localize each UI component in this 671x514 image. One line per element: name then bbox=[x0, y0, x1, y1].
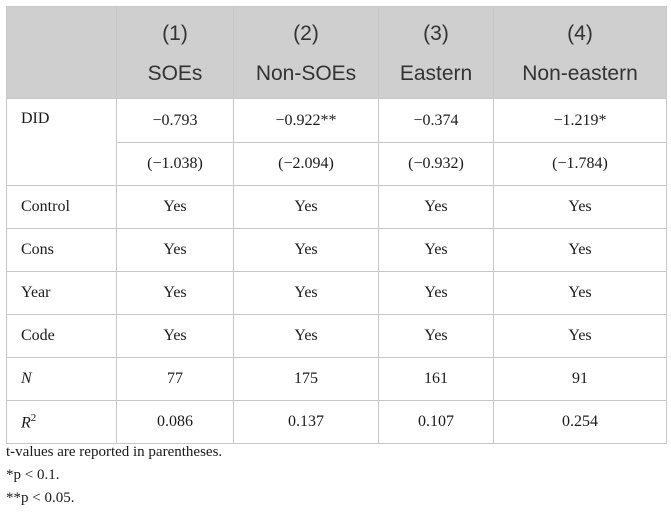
table-row-n: N 77 175 161 91 bbox=[6, 357, 667, 401]
col-num-2: (2) bbox=[233, 6, 379, 54]
year-3: Yes bbox=[378, 271, 494, 315]
year-1: Yes bbox=[116, 271, 234, 315]
regression-table: (1) (2) (3) (4) SOEs Non-SOEs Eastern No… bbox=[6, 6, 667, 444]
year-2: Yes bbox=[233, 271, 379, 315]
row-label-year: Year bbox=[6, 271, 117, 315]
table-row-year: Year Yes Yes Yes Yes bbox=[6, 271, 667, 315]
cons-1: Yes bbox=[116, 228, 234, 272]
table-notes: t-values are reported in parentheses. *p… bbox=[6, 441, 222, 510]
control-1: Yes bbox=[116, 185, 234, 229]
r2-label-r: R bbox=[21, 414, 31, 432]
header-row-numbers: (1) (2) (3) (4) bbox=[6, 6, 667, 99]
col-num-1: (1) bbox=[116, 6, 234, 54]
header-row-labels: SOEs Non-SOEs Eastern Non-eastern bbox=[7, 54, 667, 99]
row-label-code: Code bbox=[6, 314, 117, 358]
col-label-4: Non-eastern bbox=[493, 54, 667, 99]
did-t-1: (−1.038) bbox=[116, 142, 234, 186]
row-label-cons: Cons bbox=[6, 228, 117, 272]
did-coef-1: −0.793 bbox=[116, 98, 234, 143]
did-coef-3: −0.374 bbox=[378, 98, 494, 143]
code-3: Yes bbox=[378, 314, 494, 358]
r2-1: 0.086 bbox=[116, 400, 234, 444]
col-label-1: SOEs bbox=[116, 54, 234, 99]
col-label-2: Non-SOEs bbox=[233, 54, 379, 99]
row-label-did: DID bbox=[6, 98, 117, 186]
r2-3: 0.107 bbox=[378, 400, 494, 444]
row-label-r2: R2 bbox=[6, 400, 117, 444]
cons-4: Yes bbox=[493, 228, 667, 272]
r2-4: 0.254 bbox=[493, 400, 667, 444]
control-2: Yes bbox=[233, 185, 379, 229]
col-label-3: Eastern bbox=[378, 54, 494, 99]
did-t-2: (−2.094) bbox=[233, 142, 379, 186]
row-label-n: N bbox=[6, 357, 117, 401]
header-corner bbox=[6, 6, 117, 99]
table-row-did-coef: DID −0.793 −0.922** −0.374 −1.219* bbox=[6, 98, 667, 186]
control-4: Yes bbox=[493, 185, 667, 229]
r2-2: 0.137 bbox=[233, 400, 379, 444]
note-p005: **p < 0.05. bbox=[6, 490, 75, 506]
table-row-control: Control Yes Yes Yes Yes bbox=[6, 185, 667, 229]
table-row-did-t: (−1.038) (−2.094) (−0.932) (−1.784) bbox=[7, 142, 667, 186]
did-coef-4: −1.219* bbox=[493, 98, 667, 143]
row-label-control: Control bbox=[6, 185, 117, 229]
code-4: Yes bbox=[493, 314, 667, 358]
n-2: 175 bbox=[233, 357, 379, 401]
table-row-r2: R2 0.086 0.137 0.107 0.254 bbox=[6, 400, 667, 444]
table-row-code: Code Yes Yes Yes Yes bbox=[6, 314, 667, 358]
year-4: Yes bbox=[493, 271, 667, 315]
n-3: 161 bbox=[378, 357, 494, 401]
table-row-cons: Cons Yes Yes Yes Yes bbox=[6, 228, 667, 272]
code-1: Yes bbox=[116, 314, 234, 358]
did-t-3: (−0.932) bbox=[378, 142, 494, 186]
did-coef-2: −0.922** bbox=[233, 98, 379, 143]
cons-3: Yes bbox=[378, 228, 494, 272]
r2-label-sup: 2 bbox=[30, 411, 37, 424]
col-num-4: (4) bbox=[493, 6, 667, 54]
code-2: Yes bbox=[233, 314, 379, 358]
n-1: 77 bbox=[116, 357, 234, 401]
col-num-3: (3) bbox=[378, 6, 494, 54]
cons-2: Yes bbox=[233, 228, 379, 272]
did-t-4: (−1.784) bbox=[493, 142, 667, 186]
control-3: Yes bbox=[378, 185, 494, 229]
note-tvalues: t-values are reported in parentheses. bbox=[6, 444, 223, 460]
n-4: 91 bbox=[493, 357, 667, 401]
note-p01: *p < 0.1. bbox=[6, 467, 60, 483]
